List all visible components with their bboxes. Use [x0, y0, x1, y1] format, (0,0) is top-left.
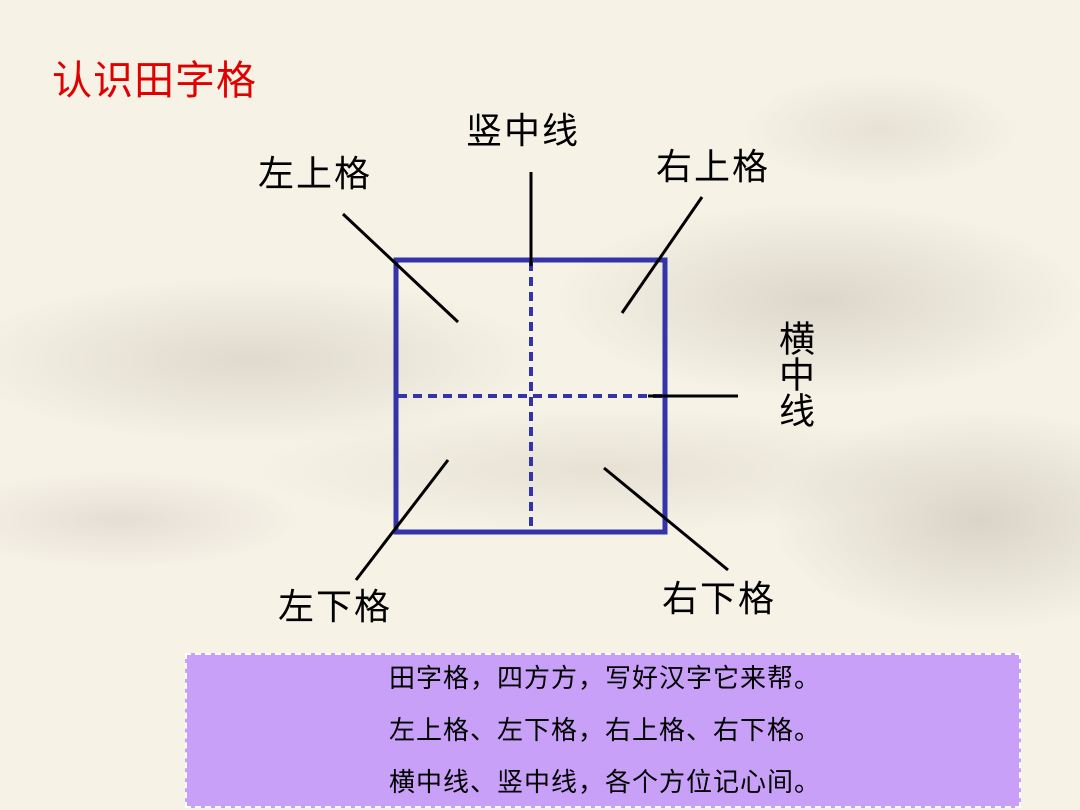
pointer-top-left	[343, 214, 458, 322]
label-horizontal-center-line: 横中线	[776, 320, 816, 428]
label-bottom-right-cell: 右下格	[662, 580, 776, 620]
pointer-bottom-left	[356, 460, 448, 580]
label-top-left-cell: 左上格	[258, 155, 372, 195]
label-vertical-center-line: 竖中线	[466, 112, 580, 152]
rhyme-box: 田字格，四方方，写好汉字它来帮。 左上格、左下格，右上格、右下格。 横中线、竖中…	[185, 653, 1021, 808]
rhyme-line-3: 横中线、竖中线，各个方位记心间。	[187, 768, 1023, 798]
pointer-top-right	[622, 197, 702, 313]
label-top-right-cell: 右上格	[656, 148, 770, 188]
rhyme-line-1: 田字格，四方方，写好汉字它来帮。	[187, 664, 1023, 694]
label-bottom-left-cell: 左下格	[278, 588, 392, 628]
rhyme-line-2: 左上格、左下格，右上格、右下格。	[187, 716, 1023, 746]
